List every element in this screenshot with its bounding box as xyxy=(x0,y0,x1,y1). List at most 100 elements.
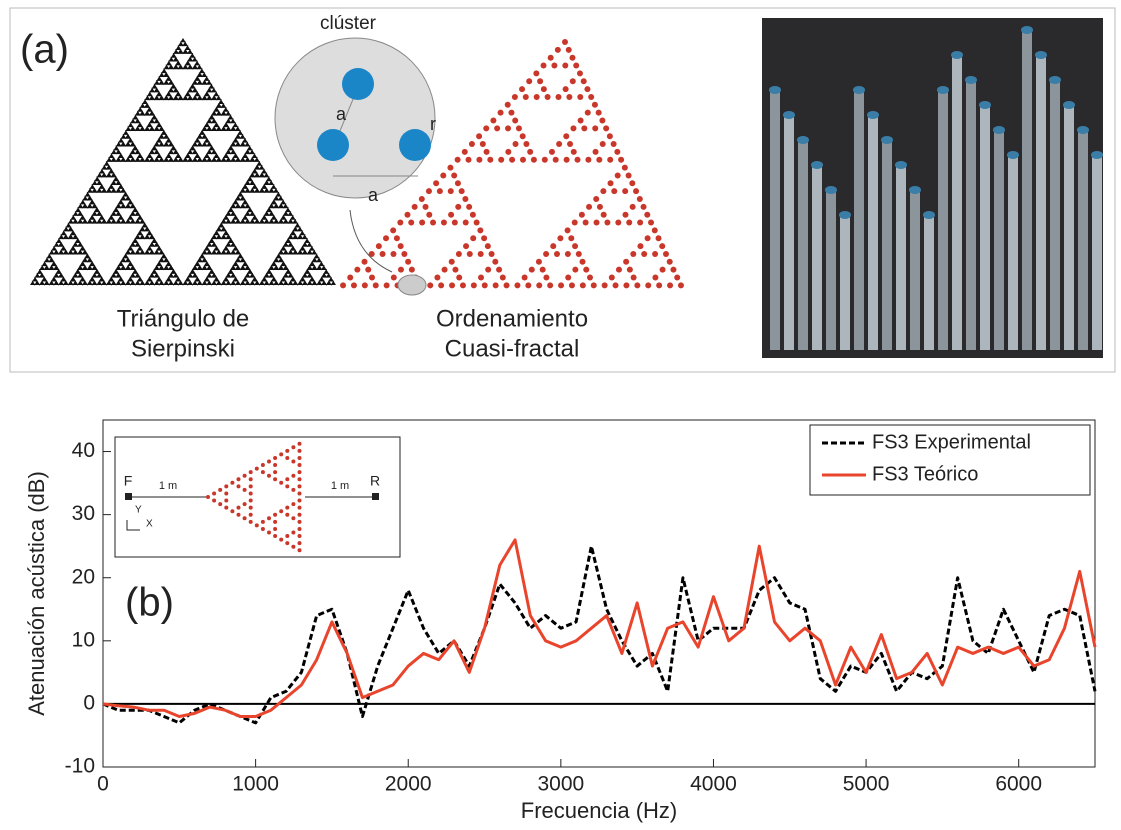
dot xyxy=(601,212,607,218)
dot xyxy=(365,267,371,273)
dot xyxy=(526,78,532,84)
tube xyxy=(868,115,878,350)
dot xyxy=(572,243,578,249)
dot xyxy=(565,251,571,257)
dot xyxy=(298,463,302,467)
dot xyxy=(391,275,397,281)
tube xyxy=(1036,55,1046,350)
dot xyxy=(206,495,210,499)
dot xyxy=(285,506,289,510)
tube-end xyxy=(993,126,1005,134)
tube-end xyxy=(811,161,823,169)
inset-label: 1 m xyxy=(159,480,177,492)
dot xyxy=(613,282,619,288)
tube xyxy=(784,115,794,350)
tube xyxy=(910,190,920,350)
figure: (a) Triángulo de Sierpinski Ordenamiento… xyxy=(0,0,1121,825)
cylinder xyxy=(342,68,374,100)
dot xyxy=(249,520,253,524)
dot xyxy=(622,165,628,171)
dot xyxy=(622,188,628,194)
tube xyxy=(798,140,808,350)
dot xyxy=(566,94,572,100)
dot xyxy=(419,196,425,202)
caption: Triángulo de xyxy=(117,305,250,332)
dot xyxy=(369,275,375,281)
tube xyxy=(1022,30,1032,350)
dot xyxy=(285,541,289,545)
dot xyxy=(455,180,461,186)
dot xyxy=(543,251,549,257)
dot xyxy=(397,220,403,226)
dot xyxy=(633,188,639,194)
dot xyxy=(674,275,680,281)
dot xyxy=(298,449,302,453)
dot xyxy=(255,467,259,471)
dot xyxy=(466,204,472,210)
dot xyxy=(249,506,253,510)
dot xyxy=(291,445,295,449)
dot xyxy=(267,474,271,478)
dot xyxy=(645,282,651,288)
dot xyxy=(581,78,587,84)
dot xyxy=(441,220,447,226)
dot xyxy=(426,188,432,194)
tube-end xyxy=(1021,26,1033,34)
dot xyxy=(520,157,526,163)
dot xyxy=(481,235,487,241)
dot xyxy=(427,282,433,288)
dot xyxy=(630,251,636,257)
dot xyxy=(616,267,622,273)
dot xyxy=(455,204,461,210)
dot xyxy=(291,474,295,478)
tube xyxy=(882,140,892,350)
dot xyxy=(656,282,662,288)
dot xyxy=(645,235,651,241)
dot xyxy=(273,470,277,474)
dot xyxy=(652,227,658,233)
dot xyxy=(523,94,529,100)
dot xyxy=(474,220,480,226)
dot xyxy=(449,282,455,288)
dot xyxy=(568,235,574,241)
dot xyxy=(383,235,389,241)
dot xyxy=(641,204,647,210)
caption: Ordenamiento xyxy=(436,305,588,332)
dot xyxy=(566,47,572,53)
dot xyxy=(273,527,277,531)
series-line xyxy=(103,540,1095,717)
dot xyxy=(565,275,571,281)
dot xyxy=(298,506,302,510)
tube xyxy=(826,190,836,350)
dot xyxy=(562,63,568,69)
x-tick-label: 2000 xyxy=(385,773,432,796)
dot xyxy=(442,267,448,273)
dot xyxy=(509,157,515,163)
cluster-label: r xyxy=(430,114,436,134)
dot xyxy=(298,484,302,488)
dot xyxy=(237,477,241,481)
dot xyxy=(463,220,469,226)
dot xyxy=(224,499,228,503)
tube-end xyxy=(909,186,921,194)
tube-end xyxy=(937,86,949,94)
dot xyxy=(285,513,289,517)
dot xyxy=(298,477,302,481)
dot xyxy=(273,520,277,524)
cluster-title: clúster xyxy=(320,13,377,34)
dot xyxy=(484,149,490,155)
dot xyxy=(607,157,613,163)
dot xyxy=(487,157,493,163)
dot xyxy=(456,275,462,281)
dot xyxy=(466,157,472,163)
source-marker xyxy=(125,493,132,500)
dot xyxy=(570,78,576,84)
dot xyxy=(593,149,599,155)
dot xyxy=(678,282,684,288)
dot xyxy=(531,157,537,163)
tube-end xyxy=(979,101,991,109)
y-tick-label: 20 xyxy=(72,565,95,588)
dot xyxy=(351,282,357,288)
dot xyxy=(512,118,518,124)
dot xyxy=(563,133,569,139)
